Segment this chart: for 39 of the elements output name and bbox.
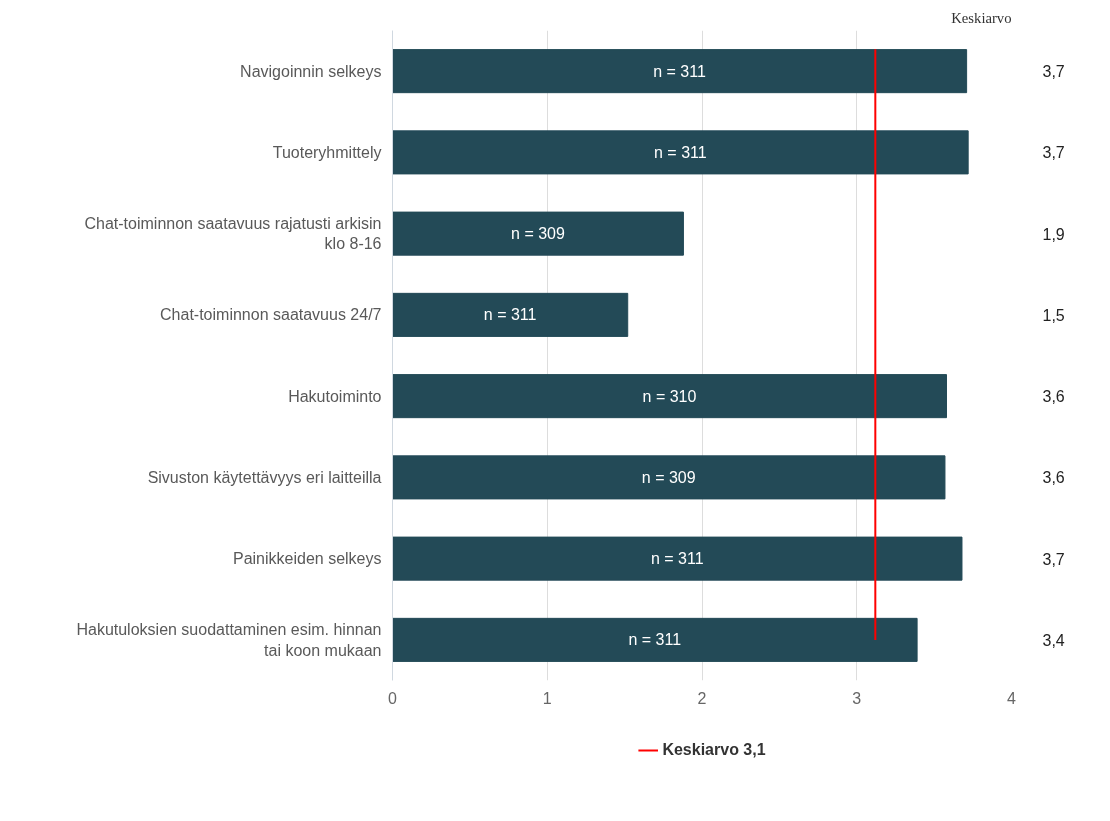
data-label: 3,4 xyxy=(1042,631,1065,649)
y-tick-label: Tuoteryhmittely xyxy=(272,143,382,161)
annotation: n = 311 xyxy=(650,550,704,568)
bar xyxy=(392,292,629,337)
bar xyxy=(392,211,684,256)
y-tick-label: Painikkeiden selkeys xyxy=(232,550,382,568)
annotation: n = 309 xyxy=(511,225,565,243)
y-tick-label: Navigoinnin selkeys xyxy=(240,62,382,80)
data-label: 1,5 xyxy=(1042,306,1065,324)
bar xyxy=(392,455,946,500)
bar xyxy=(392,374,948,419)
bar xyxy=(392,617,918,662)
annotation: n = 311 xyxy=(628,631,682,649)
y-tick-label: Hakutuloksien suodattaminen esim. hinnan tai koon mukaan xyxy=(76,621,382,659)
x-tick-label: 1 xyxy=(542,689,552,707)
bar xyxy=(392,49,968,94)
x-tick-label: 2 xyxy=(697,689,707,707)
y-tick-label: Chat-toiminnon saatavuus rajatusti arkisin klo 8-16 xyxy=(84,214,382,253)
annotation: n = 310 xyxy=(642,387,697,405)
x-tick-label: 4 xyxy=(1007,689,1017,707)
data-label: 3,7 xyxy=(1042,63,1065,81)
legend-label: Keskiarvo 3,1 xyxy=(662,741,766,759)
data-label: 1,9 xyxy=(1042,225,1065,243)
annotation: n = 311 xyxy=(654,143,707,161)
x-tick-label: 3 xyxy=(852,689,862,707)
y-tick-label: Sivuston käytettävyys eri laitteilla xyxy=(147,468,382,486)
bar xyxy=(392,130,969,175)
text: Keskiarvo xyxy=(951,9,1012,26)
data-label: 3,7 xyxy=(1042,550,1065,568)
annotation: n = 311 xyxy=(653,62,706,80)
data-label: 3,6 xyxy=(1042,469,1065,487)
y-tick-label: Chat-toiminnon saatavuus 24/7 xyxy=(160,306,382,324)
x-tick-label: 0 xyxy=(388,689,398,707)
data-label: 3,7 xyxy=(1042,144,1065,162)
y-tick-label: Hakutoiminto xyxy=(288,387,382,405)
bar xyxy=(392,536,963,581)
data-label: 3,6 xyxy=(1042,388,1065,406)
annotation: n = 311 xyxy=(483,306,537,324)
annotation: n = 309 xyxy=(641,468,696,486)
